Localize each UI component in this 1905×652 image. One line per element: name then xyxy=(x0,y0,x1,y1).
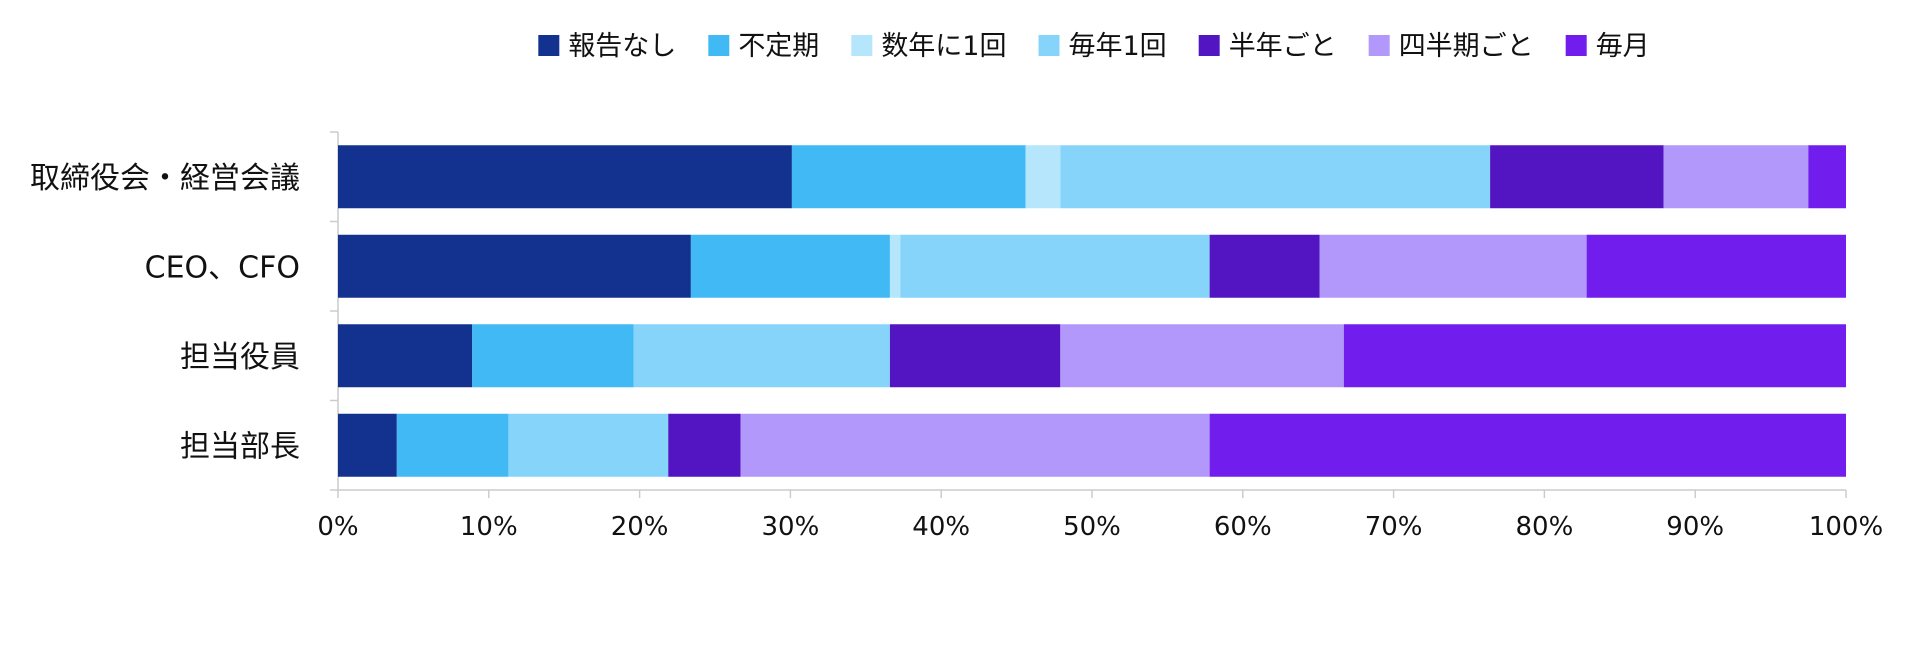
bar-segment xyxy=(889,324,1061,388)
legend-label: 四半期ごと xyxy=(1399,31,1534,62)
legend-label: 毎年1回 xyxy=(1069,31,1167,62)
x-tick-labels: 0% 10% 20% 30% 40% 50% 60% 70% 80% 90% 100% xyxy=(317,512,1883,542)
bar-segment xyxy=(633,324,890,388)
legend-label: 不定期 xyxy=(738,31,819,62)
category-label: 担当部長 xyxy=(180,429,300,464)
bar-segment xyxy=(1025,145,1061,209)
bar-segment xyxy=(508,413,669,477)
legend-label: 毎月 xyxy=(1596,31,1650,62)
legend-item: 報告なし xyxy=(538,31,676,62)
bar-segment xyxy=(1663,145,1809,209)
legend-swatch xyxy=(538,35,560,56)
bar-segment xyxy=(338,324,473,388)
bar-segment xyxy=(791,145,1026,209)
bar-segment xyxy=(1343,324,1846,388)
bar-segment xyxy=(690,234,890,298)
bar-segment xyxy=(1060,145,1491,209)
legend-swatch xyxy=(1368,35,1390,56)
bar-segment xyxy=(889,234,901,298)
x-tick-label: 20% xyxy=(611,512,669,542)
bars xyxy=(338,145,1846,477)
bar-segment xyxy=(1319,234,1587,298)
bar-segment xyxy=(900,234,1210,298)
legend-label: 数年に1回 xyxy=(881,31,1006,62)
legend-item: 数年に1回 xyxy=(851,31,1007,62)
bar-segment xyxy=(740,413,1210,477)
bar-segment xyxy=(1209,413,1846,477)
legend-item: 毎月 xyxy=(1565,31,1650,62)
x-tick-label: 60% xyxy=(1214,512,1272,542)
legend-swatch xyxy=(1565,35,1587,56)
x-tick-label: 70% xyxy=(1365,512,1423,542)
legend: 報告なし 不定期 数年に1回 毎年1回 半年ごと 四半期ごと 毎月 xyxy=(538,31,1650,62)
legend-swatch xyxy=(708,35,730,56)
bar-segment xyxy=(396,413,509,477)
x-tick-label: 80% xyxy=(1516,512,1574,542)
bar-segment xyxy=(472,324,634,388)
bar-segment xyxy=(1808,145,1846,209)
legend-label: 報告なし xyxy=(568,31,676,62)
bar-segment xyxy=(338,413,397,477)
bar-segment xyxy=(1060,324,1344,388)
category-label: 取締役会・経営会議 xyxy=(30,161,300,196)
legend-swatch xyxy=(1198,35,1220,56)
bar-segment xyxy=(1209,234,1320,298)
legend-item: 半年ごと xyxy=(1198,31,1337,62)
x-tick-label: 50% xyxy=(1063,512,1121,542)
bar-segment xyxy=(1490,145,1664,209)
bar-segment xyxy=(668,413,741,477)
category-label: 担当役員 xyxy=(180,340,300,375)
x-tick-label: 100% xyxy=(1809,512,1883,542)
legend-item: 不定期 xyxy=(708,31,819,62)
x-tick-label: 30% xyxy=(762,512,820,542)
legend-swatch xyxy=(851,35,873,56)
legend-item: 四半期ごと xyxy=(1368,31,1534,62)
bar-segment xyxy=(1586,234,1846,298)
category-label: CEO、CFO xyxy=(145,250,300,285)
legend-swatch xyxy=(1038,35,1060,56)
legend-label: 半年ごと xyxy=(1229,31,1337,62)
bar-segment xyxy=(338,145,792,209)
bar-segment xyxy=(338,234,691,298)
legend-item: 毎年1回 xyxy=(1038,31,1167,62)
x-tick-label: 0% xyxy=(317,512,358,542)
x-tick-label: 10% xyxy=(460,512,518,542)
x-tick-label: 90% xyxy=(1666,512,1724,542)
x-tick-label: 40% xyxy=(912,512,970,542)
